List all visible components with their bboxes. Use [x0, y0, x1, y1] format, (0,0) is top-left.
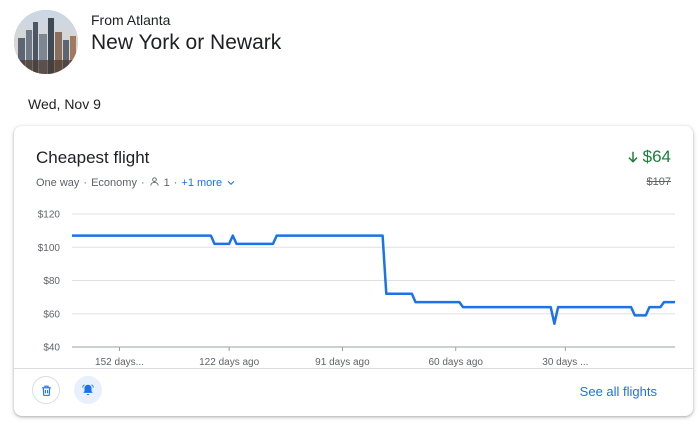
y-tick-label: $40	[43, 343, 60, 354]
separator: ·	[140, 177, 145, 189]
bell-icon	[82, 384, 94, 396]
city-skyline-image	[14, 10, 78, 74]
y-tick-label: $120	[38, 210, 61, 221]
more-details-toggle[interactable]: +1 more	[181, 177, 236, 189]
current-price: $64	[626, 147, 671, 167]
price-value: $64	[642, 147, 671, 166]
x-tick-label: 30 days ...	[542, 357, 588, 368]
cabin-class: Economy	[91, 177, 137, 189]
see-all-flights-link[interactable]: See all flights	[579, 384, 657, 399]
x-tick-label: 152 days...	[95, 357, 144, 368]
delete-button[interactable]	[32, 376, 60, 404]
x-tick-label: 122 days ago	[199, 357, 259, 368]
price-alert-button[interactable]	[74, 376, 102, 404]
separator: ·	[83, 177, 88, 189]
arrow-down-icon	[628, 151, 638, 163]
card-divider	[14, 368, 693, 369]
more-details-label: +1 more	[181, 177, 223, 189]
chevron-down-icon	[227, 180, 235, 185]
travel-date: Wed, Nov 9	[28, 96, 101, 112]
passenger-count: 1	[163, 177, 170, 189]
x-tick-label: 60 days ago	[428, 357, 483, 368]
card-title: Cheapest flight	[36, 148, 150, 167]
trip-type: One way	[36, 177, 80, 189]
trip-details: One way · Economy · 1 · +1 more	[36, 176, 236, 190]
person-icon	[149, 176, 160, 190]
price-line[interactable]	[72, 234, 675, 325]
y-tick-label: $60	[43, 309, 60, 320]
destination-photo	[14, 10, 78, 74]
destination-header: From Atlanta New York or Newark	[14, 10, 694, 76]
origin-label: From Atlanta	[91, 12, 171, 28]
price-history-svg: $120 $100 $80 $60 $40 152 days... 122 days ago…	[38, 210, 675, 368]
trash-icon	[41, 385, 51, 396]
previous-price: $107	[646, 176, 671, 188]
destination-title: New York or Newark	[91, 31, 282, 54]
separator: ·	[173, 177, 178, 189]
x-tick-label: 91 days ago	[315, 357, 370, 368]
price-history-chart: $120 $100 $80 $60 $40 152 days... 122 days ago…	[14, 204, 693, 372]
y-tick-label: $100	[38, 243, 61, 254]
price-tracking-card: Cheapest flight One way · Economy · 1 · …	[14, 126, 693, 416]
y-tick-label: $80	[43, 276, 60, 287]
